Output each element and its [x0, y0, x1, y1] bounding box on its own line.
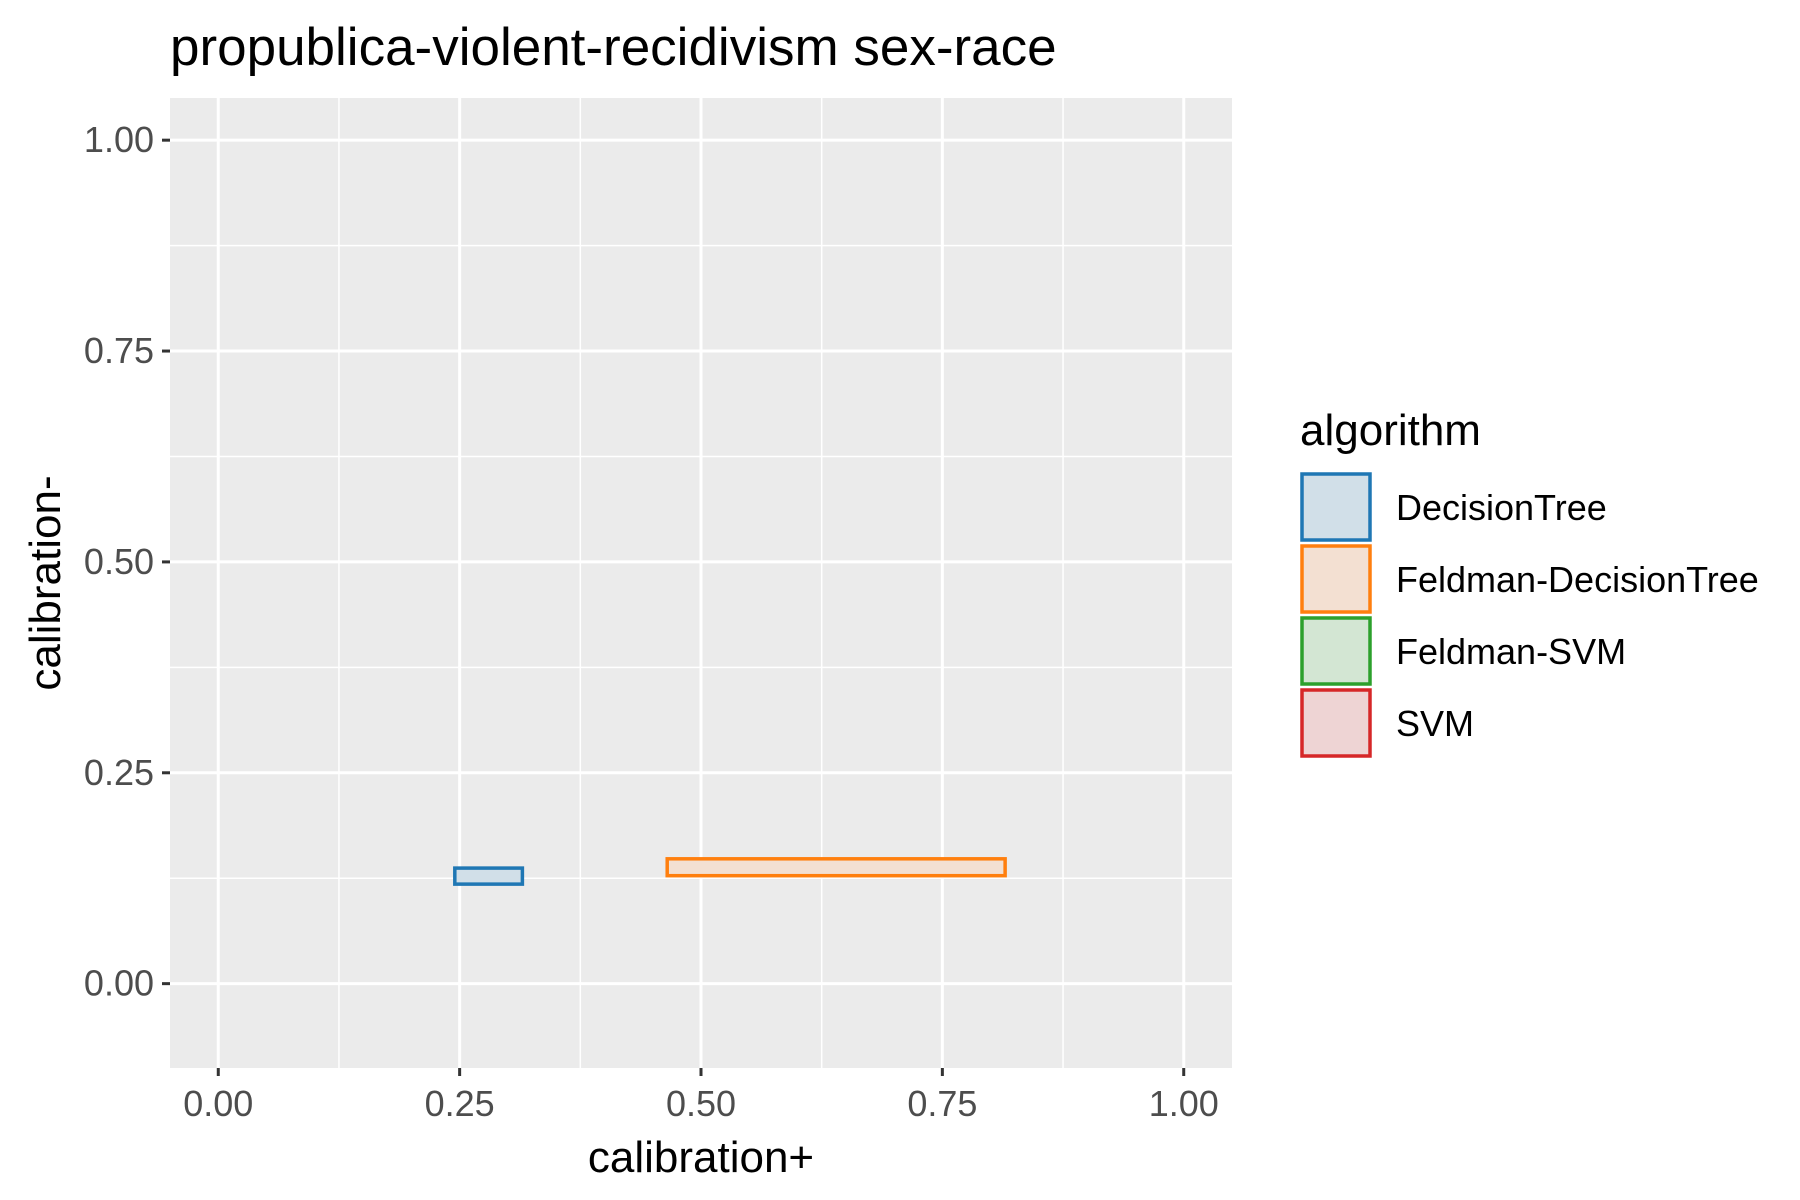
chart-title: propublica-violent-recidivism sex-race	[170, 18, 1057, 77]
x-tick-label: 0.75	[907, 1083, 977, 1124]
legend-label: Feldman-DecisionTree	[1396, 559, 1759, 600]
y-tick-label: 1.00	[84, 119, 154, 160]
x-tick-label: 0.00	[183, 1083, 253, 1124]
boxes	[453, 857, 1007, 886]
y-axis: 0.00 0.25 0.50 0.75 1.00	[84, 119, 170, 1004]
x-axis: 0.00 0.25 0.50 0.75 1.00	[183, 1068, 1219, 1124]
legend-key-decisiontree	[1300, 472, 1372, 542]
legend-key-feldman-svm	[1300, 616, 1372, 686]
legend: DecisionTree Feldman-DecisionTree Feldman-…	[1300, 472, 1759, 758]
legend-title: algorithm	[1300, 406, 1481, 455]
box-feldman-decisiontree	[665, 857, 1007, 878]
grid-major	[170, 98, 1232, 1068]
legend-label: Feldman-SVM	[1396, 631, 1626, 672]
y-tick-label: 0.75	[84, 330, 154, 371]
y-tick-label: 0.50	[84, 541, 154, 582]
legend-key-feldman-decisiontree	[1300, 544, 1372, 614]
x-tick-label: 0.50	[666, 1083, 736, 1124]
y-axis-title: calibration-	[21, 475, 70, 690]
x-tick-label: 1.00	[1149, 1083, 1219, 1124]
y-tick-label: 0.25	[84, 752, 154, 793]
legend-label: SVM	[1396, 703, 1474, 744]
x-axis-title: calibration+	[588, 1133, 814, 1182]
box-decisiontree	[453, 866, 525, 886]
legend-label: DecisionTree	[1396, 487, 1607, 528]
x-tick-label: 0.25	[425, 1083, 495, 1124]
legend-key-svm	[1300, 688, 1372, 758]
y-tick-label: 0.00	[84, 963, 154, 1004]
